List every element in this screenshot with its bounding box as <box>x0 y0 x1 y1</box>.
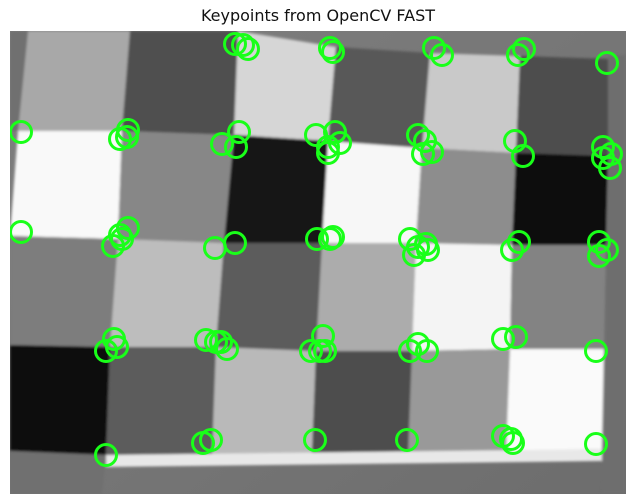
keypoint-circle <box>501 431 525 455</box>
keypoint-circle <box>223 32 247 56</box>
keypoint-circle <box>215 337 239 361</box>
keypoint-circle <box>584 339 608 363</box>
keypoint-circle <box>311 324 335 348</box>
square-r2-c2 <box>216 243 322 351</box>
square-r1-c4 <box>416 148 516 245</box>
square-r1-c1 <box>118 131 234 243</box>
keypoint-circle <box>587 230 611 254</box>
keypoint-circle <box>236 37 260 61</box>
keypoint-circle <box>321 40 345 64</box>
keypoint-circle <box>416 238 440 262</box>
keypoint-circle <box>318 227 342 251</box>
left-edge-shadow <box>10 31 28 131</box>
keypoint-circle <box>94 339 118 363</box>
keypoint-circle <box>512 37 536 61</box>
keypoint-circle <box>199 428 223 452</box>
square-r1-c0 <box>10 131 122 239</box>
keypoint-circle <box>430 43 454 67</box>
keypoint-circle <box>591 135 615 159</box>
keypoint-circle <box>304 123 328 147</box>
keypoint-circle <box>598 156 622 180</box>
keypoint-circle <box>413 129 437 153</box>
keypoint-circle <box>227 120 251 144</box>
square-r3-c4 <box>408 349 510 455</box>
square-r3-c2 <box>212 347 316 455</box>
keypoint-circle <box>10 120 33 144</box>
keypoint-circle <box>584 432 608 456</box>
keypoint-circle <box>491 327 515 351</box>
square-r1-c3 <box>322 141 422 243</box>
keypoint-circle <box>303 428 327 452</box>
keypoint-circle <box>231 33 255 57</box>
keypoint-layer <box>10 32 623 467</box>
bottom-band-left <box>10 451 106 494</box>
keypoint-circle <box>323 120 347 144</box>
keypoint-circle <box>318 36 342 60</box>
keypoint-circle <box>209 330 233 354</box>
keypoint-circle <box>210 132 234 156</box>
keypoint-circle <box>110 227 134 251</box>
keypoint-circle <box>398 227 422 251</box>
keypoint-circle <box>316 141 340 165</box>
keypoint-circle <box>321 225 345 249</box>
keypoint-circle <box>411 142 435 166</box>
square-r0-c3 <box>328 47 430 148</box>
square-r0-c5 <box>516 56 610 156</box>
square-r2-c4 <box>412 243 512 351</box>
keypoint-circle <box>299 339 323 363</box>
square-r2-c3 <box>316 243 416 351</box>
square-r3-c5 <box>506 349 604 451</box>
square-r1-c5 <box>512 153 608 245</box>
plot-title: Keypoints from OpenCV FAST <box>200 6 436 25</box>
bottom-band-right <box>106 449 602 467</box>
keypoint-circle <box>395 428 419 452</box>
square-r1-c2 <box>224 135 328 243</box>
square-r3-c3 <box>312 351 412 455</box>
keypoint-circle <box>308 339 332 363</box>
square-r0-c4 <box>422 53 520 153</box>
image-canvas <box>10 31 626 494</box>
square-r3-c0 <box>10 345 110 455</box>
keypoint-circle <box>595 51 619 75</box>
square-r2-c0 <box>10 236 118 347</box>
keypoint-circle <box>115 125 139 149</box>
square-r0-c1 <box>122 31 238 135</box>
keypoint-circle <box>10 220 33 244</box>
keypoint-circle <box>599 142 623 166</box>
keypoint-circle <box>415 339 439 363</box>
square-r0-c2 <box>234 31 336 141</box>
checkerboard <box>10 31 626 494</box>
keypoint-circle <box>194 328 218 352</box>
square-r2-c5 <box>510 245 606 349</box>
square-r3-c1 <box>106 347 216 455</box>
keypoint-circle <box>406 235 430 259</box>
keypoint-circle <box>507 230 531 254</box>
keypoint-circle <box>500 238 524 262</box>
keypoint-circle <box>305 227 329 251</box>
keypoint-circle <box>511 144 535 168</box>
keypoint-circle <box>316 135 340 159</box>
square-r2-c1 <box>110 239 224 347</box>
keypoint-circle <box>506 43 530 67</box>
keypoint-circle <box>422 36 446 60</box>
keypoint-circle <box>94 443 118 467</box>
keypoint-circle <box>595 238 619 262</box>
square-r0-c0 <box>18 31 130 131</box>
keypoint-circle <box>105 335 129 359</box>
image-axes <box>10 31 626 494</box>
keypoint-circle <box>504 325 528 349</box>
keypoint-circle <box>224 135 248 159</box>
keypoint-circle <box>398 339 422 363</box>
keypoint-circle <box>223 231 247 255</box>
